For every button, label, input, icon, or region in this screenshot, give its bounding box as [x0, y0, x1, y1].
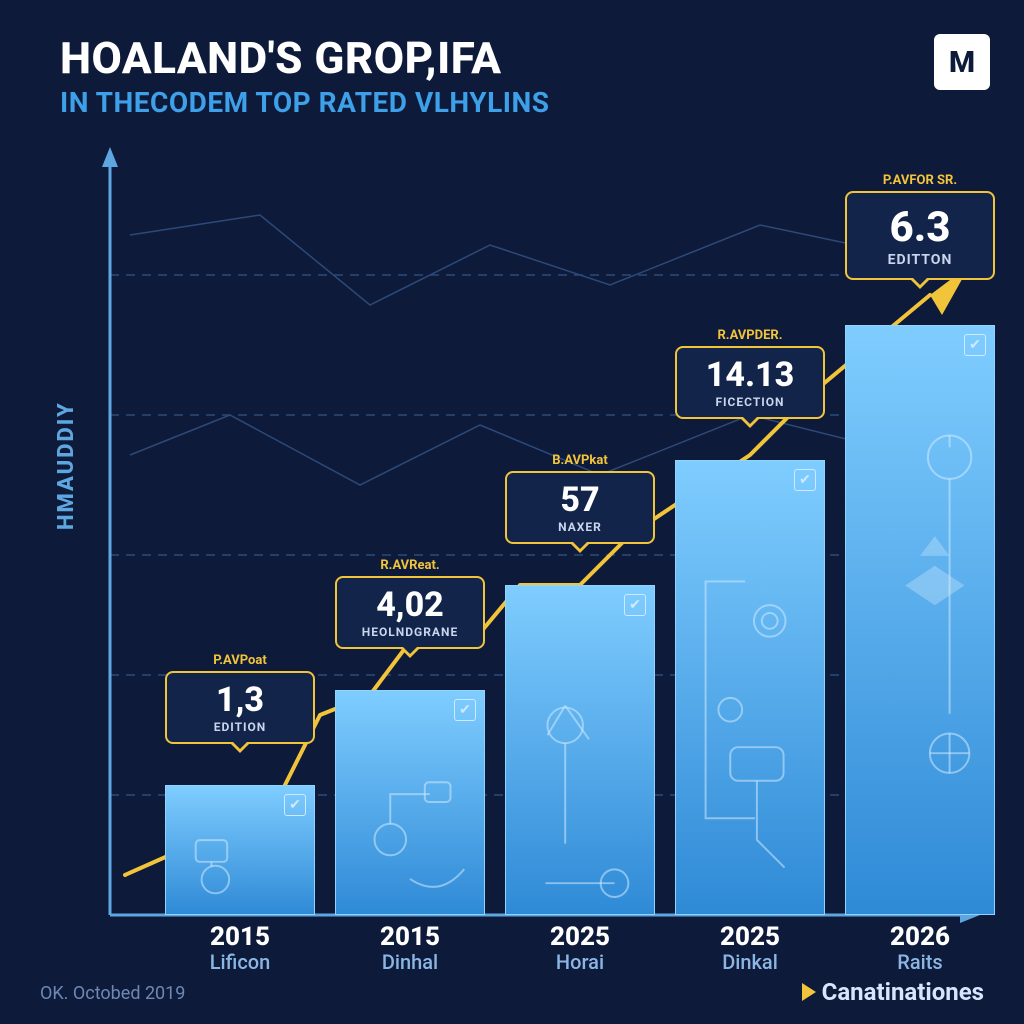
value-callout-0: P.AVPoat 1,3 EDITION — [165, 671, 315, 744]
check-icon: ✔ — [624, 594, 646, 616]
callout-sub: NAXER — [515, 520, 645, 534]
callout-sub: EDITTON — [857, 252, 983, 268]
page-title: HOALAND'S GROP,IFA — [60, 32, 914, 84]
check-icon: ✔ — [284, 794, 306, 816]
callout-tag: R.AVReat. — [380, 558, 439, 573]
check-icon: ✔ — [794, 469, 816, 491]
x-tick-4: 2026Raits — [890, 922, 950, 974]
play-icon — [802, 983, 816, 1001]
x-tick-0: 2015Lificon — [210, 922, 271, 974]
callout-value: 1,3 — [175, 683, 305, 717]
bar-0: ✔ — [165, 785, 315, 915]
callout-value: 57 — [515, 483, 645, 517]
value-callout-2: B.AVPkat 57 NAXER — [505, 471, 655, 544]
logo-badge: M — [934, 34, 990, 90]
bar-2: ✔ — [505, 585, 655, 915]
callout-sub: HEOLNDGRANE — [345, 625, 475, 639]
page-subtitle: IN THECODEM TOP RATED VLHYLINS — [60, 86, 914, 119]
check-icon: ✔ — [454, 699, 476, 721]
brand-mark: Canatinationes — [802, 978, 984, 1006]
bar-1: ✔ — [335, 690, 485, 915]
brand-label: Canatinationes — [822, 978, 984, 1006]
x-tick-2: 2025Horai — [550, 922, 610, 974]
callout-sub: FICECTION — [685, 395, 815, 409]
callout-value: 6.3 — [857, 207, 983, 249]
y-axis-label: HMAUDDIY — [54, 401, 79, 530]
callout-value: 4,02 — [345, 588, 475, 622]
callout-sub: EDITION — [175, 720, 305, 734]
x-tick-3: 2025Dinkal — [720, 922, 780, 974]
bar-chart: ✔✔✔✔✔ P.AVPoat 1,3 EDITION R.AVReat. 4,0… — [110, 155, 970, 915]
bar-4: ✔ — [845, 325, 995, 915]
bg-polyline-1 — [130, 215, 950, 305]
callout-tag: R.AVPDER. — [717, 328, 782, 343]
callout-tag: P.AVFOR SR. — [883, 173, 957, 188]
callout-tag: B.AVPkat — [552, 453, 607, 468]
callout-value: 14.13 — [685, 358, 815, 392]
value-callout-1: R.AVReat. 4,02 HEOLNDGRANE — [335, 576, 485, 649]
value-callout-3: R.AVPDER. 14.13 FICECTION — [675, 346, 825, 419]
footnote: OK. Octobed 2019 — [40, 983, 185, 1004]
value-callout-4: P.AVFOR SR. 6.3 EDITTON — [845, 191, 995, 280]
check-icon: ✔ — [964, 334, 986, 356]
bar-3: ✔ — [675, 460, 825, 915]
callout-tag: P.AVPoat — [213, 653, 266, 668]
x-tick-1: 2015Dinhal — [380, 922, 440, 974]
